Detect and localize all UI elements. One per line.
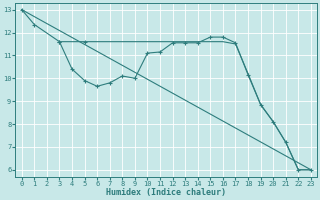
X-axis label: Humidex (Indice chaleur): Humidex (Indice chaleur) [106,188,226,197]
